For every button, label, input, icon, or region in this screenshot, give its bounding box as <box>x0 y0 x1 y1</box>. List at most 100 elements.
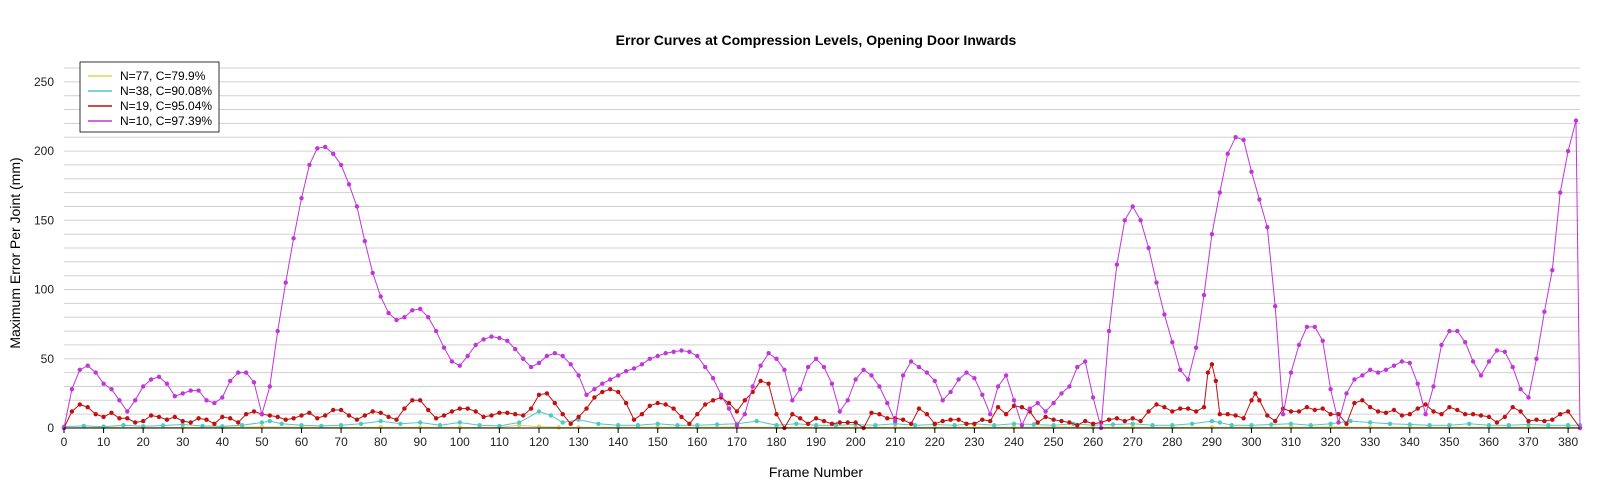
y-tick-label: 50 <box>41 352 55 366</box>
data-point <box>1360 373 1365 378</box>
data-point <box>734 409 740 414</box>
y-tick-label: 0 <box>47 421 54 435</box>
data-point <box>1502 349 1508 354</box>
data-point <box>1447 405 1452 410</box>
data-point <box>497 423 502 429</box>
x-tick-label: 310 <box>1281 435 1301 449</box>
data-point <box>1407 360 1413 366</box>
data-point <box>1059 418 1064 424</box>
data-point <box>766 351 771 356</box>
data-point <box>85 363 90 368</box>
data-point <box>754 418 759 424</box>
data-point <box>279 421 284 426</box>
data-point <box>718 392 724 397</box>
data-point <box>1217 412 1223 417</box>
data-point <box>1348 418 1353 424</box>
data-point <box>1067 420 1072 425</box>
data-point <box>639 412 645 417</box>
data-point <box>117 398 122 403</box>
data-point <box>703 402 708 407</box>
x-tick-label: 190 <box>806 435 826 449</box>
x-tick-label: 50 <box>255 435 269 449</box>
data-point <box>1494 420 1500 425</box>
y-tick-label: 250 <box>34 75 54 89</box>
data-point <box>1011 421 1017 426</box>
data-point <box>77 402 83 407</box>
data-point <box>1518 387 1523 392</box>
data-point <box>101 381 106 386</box>
data-point <box>1304 405 1310 410</box>
data-point <box>972 421 977 426</box>
data-point <box>964 421 969 426</box>
data-point <box>1130 204 1135 209</box>
data-point <box>1427 423 1432 428</box>
data-point <box>1312 324 1318 330</box>
data-point <box>156 374 162 379</box>
data-point <box>299 423 304 428</box>
data-point <box>267 413 272 418</box>
data-point <box>1407 412 1413 417</box>
data-point <box>924 370 930 375</box>
data-point <box>196 416 201 421</box>
data-point <box>1051 400 1056 406</box>
data-point <box>1431 409 1436 414</box>
data-point <box>655 421 660 426</box>
x-tick-label: 320 <box>1321 435 1341 449</box>
x-tick-label: 230 <box>964 435 984 449</box>
data-point <box>1573 118 1579 123</box>
data-point <box>853 377 858 382</box>
data-point <box>560 353 565 359</box>
series-1 <box>61 409 1583 429</box>
data-point <box>631 366 637 371</box>
data-point <box>948 417 953 422</box>
data-point <box>695 423 700 428</box>
data-point <box>1225 412 1230 417</box>
data-point <box>798 387 803 392</box>
data-point <box>1518 409 1523 414</box>
legend-label: N=38, C=90.08% <box>120 84 212 98</box>
data-point <box>663 351 668 356</box>
data-point <box>1162 405 1167 410</box>
data-point <box>1510 405 1515 410</box>
data-point <box>489 413 494 418</box>
data-point <box>1189 421 1195 426</box>
data-point <box>1257 197 1262 202</box>
data-point <box>1209 232 1215 237</box>
data-point <box>726 406 732 411</box>
data-point <box>394 317 399 323</box>
x-tick-label: 340 <box>1400 435 1420 449</box>
data-point <box>995 384 1001 389</box>
data-point <box>714 422 720 427</box>
data-point <box>457 420 462 425</box>
data-point <box>1185 406 1191 411</box>
data-point <box>1233 413 1238 418</box>
data-point <box>354 204 360 209</box>
data-point <box>521 413 526 418</box>
x-tick-label: 200 <box>846 435 866 449</box>
data-point <box>331 151 336 156</box>
data-point <box>1328 421 1333 426</box>
data-point <box>338 407 344 413</box>
data-point <box>1043 409 1048 414</box>
data-point <box>180 391 185 396</box>
data-point <box>1336 420 1341 425</box>
data-point <box>1558 412 1563 417</box>
data-point <box>1273 304 1278 309</box>
data-point <box>932 378 937 384</box>
data-point <box>473 409 478 414</box>
data-point <box>251 409 257 414</box>
data-point <box>481 414 486 420</box>
data-point <box>307 410 312 415</box>
data-point <box>687 421 692 426</box>
data-point <box>1217 420 1223 425</box>
data-point <box>101 414 106 420</box>
x-tick-label: 170 <box>727 435 747 449</box>
data-point <box>1534 356 1539 361</box>
data-point <box>1534 417 1539 422</box>
data-point <box>1253 391 1258 396</box>
data-point <box>441 345 447 350</box>
x-tick-label: 60 <box>295 435 309 449</box>
data-point <box>1288 421 1294 426</box>
data-point <box>912 423 918 428</box>
data-point <box>433 328 439 334</box>
